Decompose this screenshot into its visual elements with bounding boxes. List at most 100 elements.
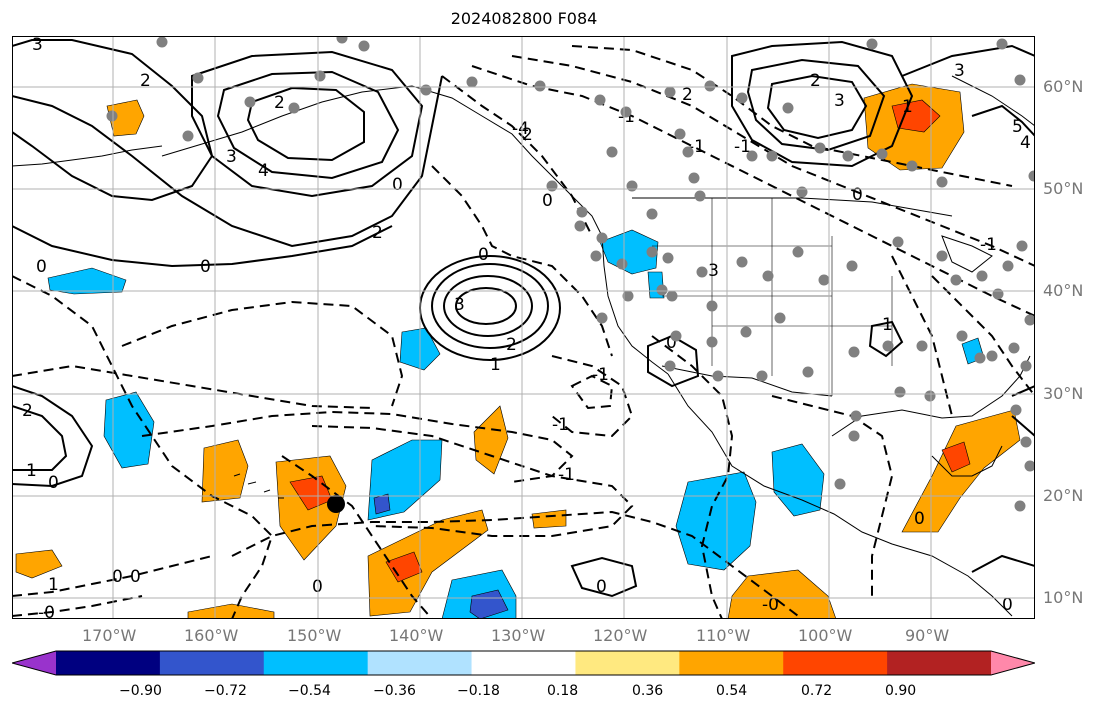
hawaii-islands: [233, 473, 284, 499]
lon-label: 150°W: [287, 626, 342, 645]
contour-label: -0: [762, 595, 779, 615]
lon-label: 170°W: [82, 626, 137, 645]
anomaly-red-patch: [891, 99, 941, 133]
station-marker: [950, 274, 962, 286]
anomaly-orange-patch: [201, 439, 249, 503]
contour-solid-high: [455, 287, 517, 325]
station-marker: [876, 148, 888, 160]
state-lines: [652, 198, 893, 396]
contour-label: 4: [1020, 133, 1031, 153]
station-marker: [818, 274, 830, 286]
contour-label: 3: [226, 147, 237, 167]
contour-label: 3: [954, 61, 965, 81]
contour-dashed: [931, 275, 1036, 397]
gridlines: [12, 36, 1035, 619]
station-marker: [646, 246, 658, 258]
colorbar-tick-label: 0.54: [716, 683, 748, 699]
contour-label: 0: [36, 257, 47, 277]
station-marker: [576, 206, 588, 218]
contour-dashed: [281, 455, 433, 620]
anomaly-blue-patch: [47, 267, 127, 295]
contour-solid: [868, 320, 904, 358]
contour-dashed: [511, 55, 1036, 267]
station-marker: [762, 270, 774, 282]
contour-solid: [11, 405, 68, 471]
station-marker: [974, 352, 986, 364]
station-marker: [1010, 404, 1022, 416]
station-markers: [106, 32, 1040, 512]
station-marker: [664, 360, 676, 372]
chart-title: 2024082800 F084: [450, 9, 598, 28]
station-marker: [848, 430, 860, 442]
contour-label: 2: [372, 223, 383, 243]
us-canada-border: [632, 197, 953, 217]
contour-label: 2: [522, 125, 533, 145]
station-marker: [992, 288, 1004, 300]
coastlines: [11, 75, 1036, 617]
colorbar-graphic: [10, 650, 1037, 676]
station-marker: [662, 252, 674, 264]
contour-label: -1: [592, 365, 609, 385]
station-marker: [756, 370, 768, 382]
contour-solid-high: [443, 275, 533, 337]
contour-dashed: [431, 165, 613, 357]
contour-label: 0: [852, 185, 863, 205]
station-marker: [774, 312, 786, 324]
station-marker: [622, 290, 634, 302]
aleutian-chain: [11, 145, 163, 167]
contour-solid-high: [419, 255, 561, 361]
colorbar-tick-label: −0.36: [373, 683, 416, 699]
station-marker: [574, 220, 586, 232]
station-marker: [1024, 314, 1036, 326]
station-marker: [842, 150, 854, 162]
contour-dashed: [571, 45, 1013, 187]
station-marker: [796, 186, 808, 198]
anomaly-orange-patch: [15, 549, 63, 579]
contour-label: 2: [140, 71, 151, 91]
contour-label: -1: [558, 465, 575, 485]
station-marker: [1024, 460, 1036, 472]
station-marker: [466, 76, 478, 88]
anomaly-blue-patch: [599, 229, 659, 275]
station-marker: [746, 150, 758, 162]
colorbar-extend-low: [12, 651, 56, 675]
colorbar-segment: [471, 651, 576, 675]
contour-label: 0: [130, 567, 141, 587]
contour-solid: [246, 86, 365, 162]
contour-label: 0: [312, 577, 323, 597]
lon-label: 140°W: [389, 626, 444, 645]
station-marker: [848, 346, 860, 358]
station-marker: [924, 390, 936, 402]
station-marker: [882, 340, 894, 352]
contour-label: 0: [392, 175, 403, 195]
station-marker: [736, 92, 748, 104]
station-marker: [802, 366, 814, 378]
station-marker: [696, 266, 708, 278]
station-marker: [666, 290, 678, 302]
colorbar: [10, 650, 1037, 676]
station-marker: [616, 258, 628, 270]
us-mexico-border: [661, 365, 833, 397]
contour-label: -3: [702, 261, 719, 281]
contour-solid-high: [431, 263, 549, 349]
colorbar-segment: [575, 651, 680, 675]
colorbar-segment: [56, 651, 161, 675]
contour-label: 3: [32, 36, 43, 55]
great-lakes: [941, 235, 993, 273]
contour-label: 4: [258, 161, 269, 181]
contour-solid: [766, 74, 868, 140]
lat-label: 30°N: [1043, 384, 1084, 403]
colorbar-segment: [783, 651, 888, 675]
station-marker: [996, 38, 1008, 50]
gulf-of-mexico-coast: [831, 355, 1031, 437]
lon-label: 130°W: [491, 626, 546, 645]
lat-label: 60°N: [1043, 77, 1084, 96]
station-marker: [1020, 360, 1032, 372]
anomaly-orange-patch: [473, 405, 509, 475]
station-marker: [846, 260, 858, 272]
station-marker: [694, 190, 706, 202]
station-marker: [1008, 342, 1020, 354]
colorbar-tick-label: 0.18: [547, 683, 579, 699]
contour-label: 1: [490, 355, 501, 375]
station-marker: [546, 180, 558, 192]
